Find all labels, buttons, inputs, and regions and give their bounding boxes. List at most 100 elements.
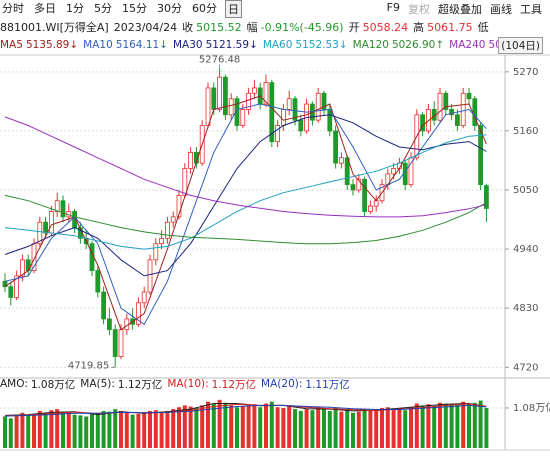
tool-button[interactable]: 工具 [520,3,542,16]
tool-button[interactable]: F9 [386,1,400,14]
candle-body [49,211,54,234]
candle-body [327,109,333,132]
code: 881001.WI[万得全A] [0,21,109,34]
legend-name: MA(5): [80,378,115,390]
tools: F9 复权 超级叠加 画线 工具 [379,1,542,17]
candle-body [147,259,153,293]
y-tick-label: 5160 [513,126,538,137]
volume-bar [467,403,471,448]
volume-bar [362,409,367,448]
legend-value: 1.11万亿 [305,378,350,391]
volume-bar [420,405,425,448]
volume-bar [385,407,390,448]
volume-bar [269,401,274,448]
volume-bar [287,406,292,448]
volume-bar [78,415,83,448]
volume-bar [148,410,152,448]
volume-bar [298,410,303,448]
volume-bar [159,411,164,448]
tab[interactable]: 15分 [122,2,147,15]
candle-body [298,119,304,132]
change-label: 幅 [246,21,258,34]
volume-bar [113,409,118,448]
legend-name: MA(20): [261,378,303,390]
candle-body [391,168,397,175]
volume-bar [449,405,454,448]
volume-bar [194,407,199,448]
open-label: 开 [348,21,360,34]
y-tick-label: 4720 [513,362,538,373]
volume-bar [281,407,286,448]
candle-body [280,109,286,126]
candle-body [37,221,43,245]
volume-bar [20,412,25,448]
volume-bar [14,414,19,448]
candle-body [362,178,368,212]
date: 2023/04/24 [113,20,178,34]
volume-ma-line [4,404,487,417]
volume-bar [333,407,338,448]
volume-bar [310,410,315,448]
candle-body [286,98,292,110]
volume-bar [84,416,89,448]
volume-bar [61,411,65,448]
volume-bar [414,403,419,448]
legend-value: 5026.90↑ [391,39,445,51]
volume-bar [426,404,431,448]
legend-value: 1.12万亿 [211,378,257,391]
candle-body [460,92,466,126]
candle-body [19,259,25,277]
volume-bar [240,406,245,448]
candle-body [222,76,228,116]
candle-body [211,87,217,110]
volume-bar [304,409,309,448]
volume-bar [32,413,36,448]
volume-bar [66,412,71,448]
tool-button[interactable]: 复权 [408,3,430,16]
tool-button[interactable]: 超级叠加 [438,3,482,16]
volume-bar [461,401,466,448]
toolbar: 分时 多日 1分 5分 15分 30分 60分日 F9 复权 超级叠加 画线 工具 [0,0,550,18]
candle-body [420,114,426,132]
volume-bar [153,410,158,448]
candle-body [275,125,281,143]
volume-bar [200,405,205,448]
volume-bar [177,407,181,448]
candle-body [25,259,31,271]
volume-bar [95,412,100,448]
volume-bar [136,413,141,448]
tab[interactable]: 60分 [192,2,217,15]
candle-body [205,87,211,126]
legend-value: 5152.53↓ [295,39,348,51]
tab[interactable]: 1分 [66,2,84,15]
volume-bar [472,402,477,448]
volume-bar [142,412,147,448]
period-button[interactable]: (104日) [498,36,543,54]
high-annotation: 5276.48 [199,54,240,65]
tab[interactable]: 30分 [157,2,182,15]
y-tick-label: 1.08万亿 [513,401,550,414]
volume-bar [206,401,210,448]
ma-line [4,95,487,331]
tab[interactable]: 多日 [34,2,56,15]
candle-body [240,109,246,126]
candle-body [263,82,269,105]
volume-legend: AMO: 1.08万亿 MA(5): 1.12万亿 MA(10): 1.12万亿 MA(… [0,376,355,392]
volume-bar [374,410,379,448]
candle-body [315,92,321,121]
candle-body [466,92,472,100]
change-value: -0.91%(-45.96) [260,20,344,34]
legend-value: 5135.89↓ [25,39,79,51]
tab[interactable]: 5分 [94,2,112,15]
candle-body [60,200,66,218]
legend-name: MA10 [83,39,113,51]
ma-line [4,103,487,326]
tool-button[interactable]: 画线 [490,3,512,16]
candle-body [14,275,20,298]
tab[interactable]: 分时 [2,2,24,15]
amo-value: 1.08万亿 [30,378,76,391]
volume-bar [443,403,448,448]
tab[interactable]: 日 [225,0,242,18]
volume-bar [235,407,239,448]
amo-label: AMO: [0,378,28,390]
